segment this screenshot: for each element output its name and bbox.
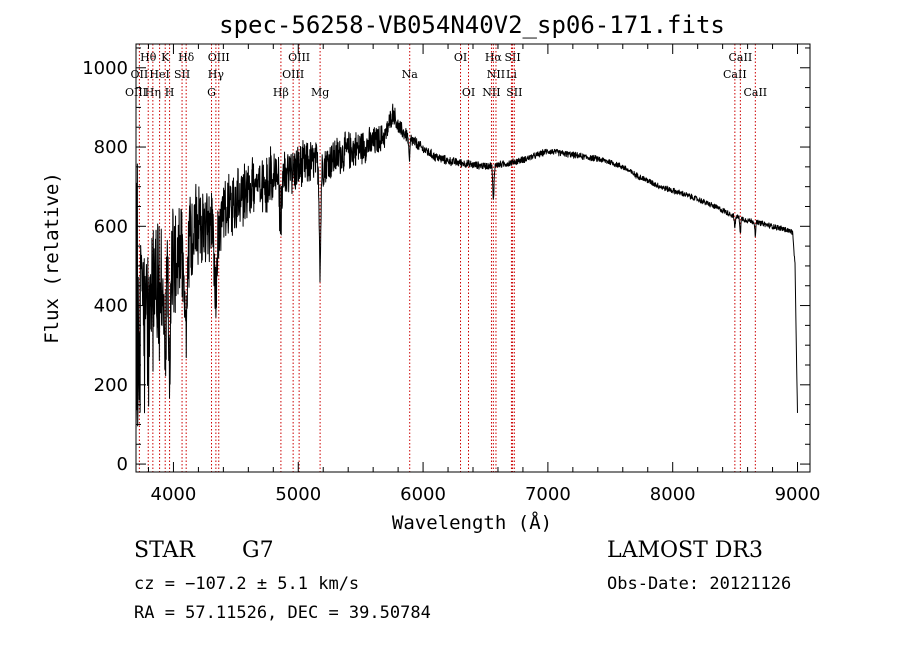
line-marker-label-19: Hα	[485, 51, 503, 64]
y-tick-label-5: 1000	[82, 58, 128, 79]
survey-name: LAMOST DR3	[607, 538, 763, 563]
line-marker-label-25: CaII	[729, 51, 753, 64]
line-marker-label-13: OIII	[282, 68, 304, 81]
x-axis-label: Wavelength (Å)	[392, 511, 552, 534]
line-marker-label-3: K	[161, 51, 170, 64]
line-marker-label-24: SII	[506, 86, 522, 99]
y-tick-label-3: 600	[94, 216, 128, 237]
line-marker-label-16: Na	[402, 68, 419, 81]
survey-name-label: LAMOST DR3	[607, 538, 763, 563]
line-marker-label-26: CaII	[723, 68, 747, 81]
x-tick-label-5: 9000	[775, 484, 821, 505]
object-subclass-label: G7	[242, 538, 274, 563]
line-marker-label-20: SII	[504, 51, 520, 64]
x-tick-label-2: 6000	[400, 484, 446, 505]
line-marker-label-9: OIII	[208, 51, 230, 64]
spectrum-line	[136, 103, 798, 430]
redshift-label: cz = −107.2 ± 5.1 km/s	[134, 574, 360, 594]
line-marker-label-7: SII	[174, 68, 190, 81]
object-class: STAR	[134, 538, 195, 563]
obs-date: Obs-Date: 20121126	[607, 574, 791, 594]
y-tick-label-2: 400	[94, 296, 128, 317]
y-tick-label-4: 800	[94, 137, 128, 158]
coordinates: RA = 57.11526, DEC = 39.50784	[134, 603, 431, 623]
line-marker-label-14: Hβ	[273, 86, 289, 99]
line-marker-label-11: G	[207, 86, 216, 99]
x-tick-label-1: 5000	[275, 484, 321, 505]
line-marker-label-17: OI	[454, 51, 467, 64]
line-marker-label-5: Hη	[145, 86, 161, 99]
y-axis-label: Flux (relative)	[41, 172, 63, 344]
line-marker-label-10: Hγ	[208, 68, 225, 81]
line-marker-label-21: NII	[487, 68, 505, 81]
axis-ticks: 4000 5000 6000 7000 8000 9000 0 200 400 600 800 100…	[82, 44, 820, 505]
x-tick-label-0: 4000	[151, 484, 197, 505]
x-tick-label-4: 8000	[650, 484, 696, 505]
line-marker-label-15: Mg	[311, 86, 329, 99]
x-tick-label-3: 7000	[525, 484, 571, 505]
y-tick-label-1: 200	[94, 375, 128, 396]
line-marker-label-4: HeI	[149, 68, 169, 81]
y-tick-label-0: 0	[117, 454, 128, 475]
line-marker-label-27: CaII	[743, 86, 767, 99]
line-marker-label-22: Li	[506, 68, 517, 81]
chart-title: spec-56258-VB054N40V2_sp06-171.fits	[219, 11, 725, 39]
object-class-label: STAR	[134, 538, 195, 563]
line-marker-label-8: H	[165, 86, 175, 99]
line-marker-label-23: NII	[482, 86, 500, 99]
obs-date-label: Obs-Date: 20121126	[607, 574, 792, 594]
line-marker-label-1: OII	[131, 68, 149, 81]
line-marker-label-12: OIII	[288, 51, 310, 64]
line-marker-label-0: Hθ	[140, 51, 157, 64]
line-marker-label-6: Hδ	[178, 51, 195, 64]
object-subclass: G7	[242, 538, 274, 563]
line-marker-label-18: OI	[462, 86, 475, 99]
plot-frame	[135, 43, 811, 473]
redshift: cz = −107.2 ± 5.1 km/s	[134, 574, 359, 594]
coordinates-label: RA = 57.11526, DEC = 39.50784	[134, 603, 431, 623]
